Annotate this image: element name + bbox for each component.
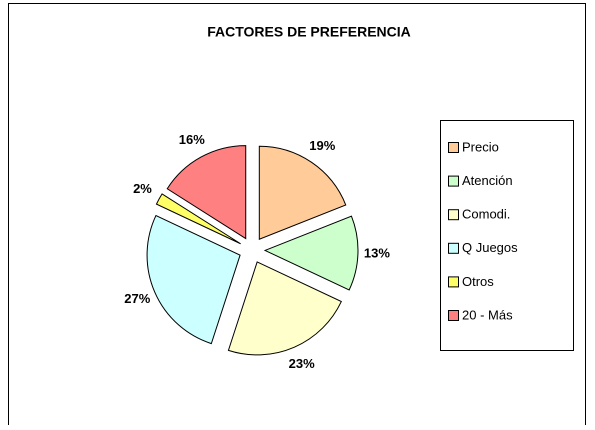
legend-label: Otros [462, 274, 494, 289]
legend-swatch [448, 175, 459, 187]
data-label: 2% [133, 181, 152, 196]
legend-swatch [448, 276, 459, 288]
legend-swatch [448, 242, 459, 254]
data-label: 27% [124, 291, 150, 306]
pie-slice [166, 145, 247, 240]
data-label: 19% [309, 138, 335, 153]
data-label: 13% [364, 245, 390, 260]
chart-title: FACTORES DE PREFERENCIA [207, 24, 411, 40]
pie-slice [258, 145, 347, 240]
legend-label: Q Juegos [462, 240, 518, 255]
data-label: 23% [289, 356, 315, 371]
legend-box [440, 120, 574, 351]
legend-label: Atención [462, 173, 513, 188]
pie-slice [146, 214, 241, 345]
legend-swatch [448, 310, 459, 321]
data-label: 16% [179, 132, 205, 147]
pie-slice [227, 261, 342, 356]
legend-label: Precio [462, 139, 499, 154]
legend-label: Comodi. [462, 207, 510, 222]
legend-swatch [448, 209, 459, 221]
pie-slice [263, 215, 359, 291]
legend-swatch [448, 142, 459, 153]
pie-slice [155, 193, 241, 245]
legend-label: 20 - Más [462, 307, 513, 322]
